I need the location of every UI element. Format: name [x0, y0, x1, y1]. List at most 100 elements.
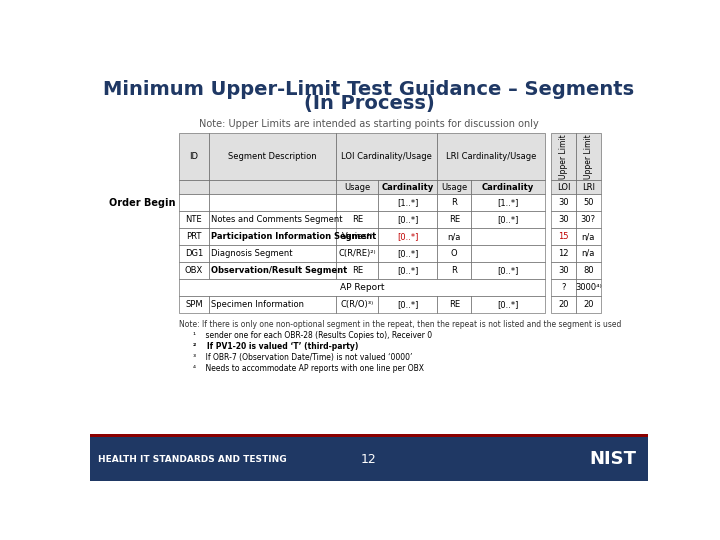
Text: 20: 20 — [558, 300, 569, 309]
Text: Usage: Usage — [344, 183, 371, 192]
Bar — [576, 245, 600, 262]
Bar — [336, 262, 378, 279]
Bar — [179, 132, 209, 180]
Bar — [179, 211, 209, 228]
Bar — [179, 180, 209, 194]
Bar — [336, 180, 378, 194]
Bar — [576, 228, 600, 245]
Text: Varies¹⁾: Varies¹⁾ — [342, 232, 373, 241]
Text: Observation/Result Segment: Observation/Result Segment — [211, 266, 347, 275]
Text: Notes and Comments Segment: Notes and Comments Segment — [211, 215, 343, 224]
Bar — [576, 180, 600, 194]
Bar — [472, 211, 545, 228]
Text: 80: 80 — [583, 266, 593, 275]
Bar — [90, 434, 648, 481]
Text: ³    If OBR-7 (Observation Date/Time) is not valued ‘0000’: ³ If OBR-7 (Observation Date/Time) is no… — [193, 353, 413, 362]
Bar — [378, 296, 437, 313]
Text: [0..*]: [0..*] — [397, 232, 418, 241]
Bar — [551, 211, 576, 228]
Bar — [179, 194, 209, 211]
Text: ?: ? — [562, 283, 566, 292]
Text: [0..*]: [0..*] — [498, 215, 519, 224]
Text: [0..*]: [0..*] — [397, 249, 418, 258]
Bar — [472, 194, 545, 211]
Text: Upper Limit: Upper Limit — [584, 134, 593, 179]
Bar — [209, 194, 336, 211]
Text: LOI: LOI — [557, 183, 570, 192]
Text: 50: 50 — [583, 198, 593, 207]
Bar — [576, 262, 600, 279]
Text: C(R/O)³⁾: C(R/O)³⁾ — [341, 300, 374, 309]
Text: 30?: 30? — [581, 215, 596, 224]
Text: 30: 30 — [558, 198, 569, 207]
Text: n/a: n/a — [448, 232, 461, 241]
Text: 3000⁴⁾: 3000⁴⁾ — [575, 283, 602, 292]
Bar — [551, 245, 576, 262]
Bar — [576, 132, 600, 180]
Text: RE: RE — [352, 215, 363, 224]
Text: Usage: Usage — [441, 183, 467, 192]
Text: n/a: n/a — [582, 249, 595, 258]
Bar — [472, 262, 545, 279]
Text: 12: 12 — [558, 249, 569, 258]
Bar — [551, 180, 576, 194]
Bar — [437, 132, 545, 180]
Text: 30: 30 — [558, 266, 569, 275]
Bar — [179, 245, 209, 262]
Bar — [378, 228, 437, 245]
Text: Order Begin: Order Begin — [109, 198, 175, 207]
Text: NTE: NTE — [186, 215, 202, 224]
Bar — [437, 228, 472, 245]
Text: LRI: LRI — [582, 183, 595, 192]
Bar — [576, 211, 600, 228]
Text: PRT: PRT — [186, 232, 202, 241]
Bar — [576, 279, 600, 296]
Bar — [437, 245, 472, 262]
Text: 30: 30 — [558, 215, 569, 224]
Text: 20: 20 — [583, 300, 593, 309]
Text: RE: RE — [449, 215, 460, 224]
Bar — [472, 228, 545, 245]
Text: Note: If there is only one non-optional segment in the repeat, then the repeat i: Note: If there is only one non-optional … — [179, 320, 621, 329]
Bar — [576, 194, 600, 211]
Bar — [336, 132, 437, 180]
Bar — [336, 211, 378, 228]
Bar — [209, 211, 336, 228]
Bar — [378, 211, 437, 228]
Text: Segment Description: Segment Description — [228, 152, 317, 161]
Bar — [576, 296, 600, 313]
Bar — [209, 228, 336, 245]
Bar — [209, 296, 336, 313]
Text: ¹    sender one for each OBR-28 (Results Copies to), Receiver 0: ¹ sender one for each OBR-28 (Results Co… — [193, 331, 432, 340]
Bar — [209, 180, 336, 194]
Bar — [551, 228, 576, 245]
Bar — [378, 180, 437, 194]
Bar — [179, 279, 545, 296]
Text: Upper Limit: Upper Limit — [559, 134, 568, 179]
Text: ²    If PV1-20 is valued ‘T’ (third-party): ² If PV1-20 is valued ‘T’ (third-party) — [193, 342, 359, 351]
Bar — [378, 262, 437, 279]
Bar — [179, 262, 209, 279]
Text: RE: RE — [352, 266, 363, 275]
Bar — [472, 245, 545, 262]
Bar — [336, 296, 378, 313]
Bar — [472, 296, 545, 313]
Text: [0..*]: [0..*] — [498, 266, 519, 275]
Text: R: R — [451, 198, 457, 207]
Text: LOI Cardinality/Usage: LOI Cardinality/Usage — [341, 152, 432, 161]
Bar — [209, 132, 336, 180]
Text: n/a: n/a — [582, 232, 595, 241]
Bar — [437, 296, 472, 313]
Bar — [90, 434, 648, 437]
Text: OBX: OBX — [185, 266, 203, 275]
Text: Participation Information Segment: Participation Information Segment — [211, 232, 376, 241]
Text: O: O — [451, 249, 458, 258]
Text: SPM: SPM — [185, 300, 202, 309]
Bar — [551, 296, 576, 313]
Text: [0..*]: [0..*] — [397, 300, 418, 309]
Text: ⁴    Needs to accommodate AP reports with one line per OBX: ⁴ Needs to accommodate AP reports with o… — [193, 363, 424, 373]
Text: HEALTH IT STANDARDS AND TESTING: HEALTH IT STANDARDS AND TESTING — [98, 455, 287, 463]
Bar — [437, 194, 472, 211]
Text: AP Report: AP Report — [340, 283, 384, 292]
Bar — [437, 262, 472, 279]
